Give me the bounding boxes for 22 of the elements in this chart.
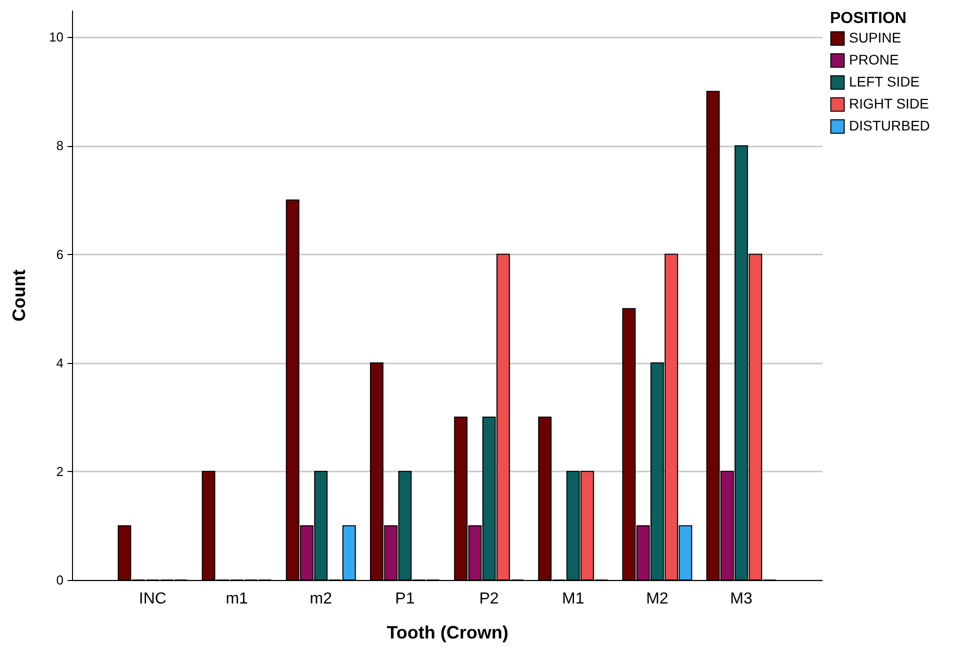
x-tick-label: M2 [646,590,668,608]
legend-label: RIGHT SIDE [849,96,929,112]
legend-label: LEFT SIDE [849,74,920,90]
x-tick-label: INC [138,590,166,608]
y-tick-label: 6 [56,246,64,262]
y-tick-label: 4 [56,355,64,370]
legend-label: SUPINE [849,30,902,46]
x-tick-label: M1 [562,590,584,608]
legend-title: POSITION [830,10,906,27]
x-tick-label: P1 [395,590,415,608]
x-tick-label: M3 [730,590,752,608]
legend-label: PRONE [849,52,899,68]
y-tick-label: 2 [56,464,64,479]
y-axis-title: Count [9,270,30,322]
y-tick-label: 10 [49,30,64,45]
y-tick-label: 8 [56,138,64,154]
x-axis-title: Tooth (Crown) [386,622,508,642]
x-tick-label: m1 [226,590,248,608]
x-tick-label: m2 [310,590,332,608]
legend-label: DISTURBED [849,118,930,134]
x-tick-label: P2 [479,590,499,608]
y-tick-label: 0 [56,572,64,588]
